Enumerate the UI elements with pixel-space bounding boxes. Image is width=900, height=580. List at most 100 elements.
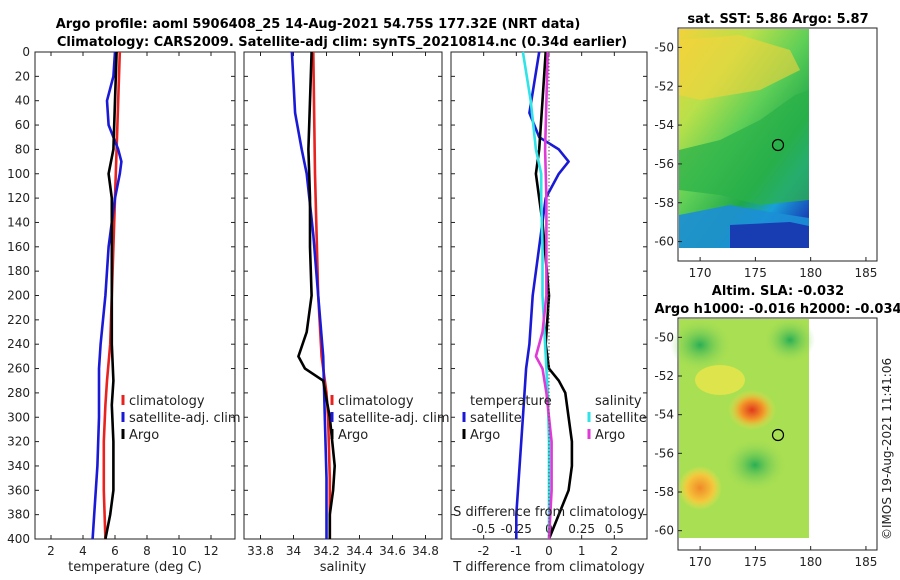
x-tick-label: 0 (545, 544, 553, 558)
map-x-tick-label: 175 (744, 555, 767, 569)
depth-tick-label: 0 (22, 45, 30, 59)
x-tick-label: 2 (611, 544, 619, 558)
legend-satellite-label: satellite-adj. clim (129, 411, 241, 426)
map-y-tick-label: -50 (654, 40, 674, 54)
depth-tick-label: 320 (7, 435, 30, 449)
figure-title-line1: Argo profile: aoml 5906408_25 14-Aug-202… (56, 17, 581, 32)
legend-argo-label: Argo (129, 428, 159, 443)
x-tick-label: -2 (478, 544, 490, 558)
sst-cold-tongue (679, 90, 809, 205)
sst-coldest (730, 222, 809, 248)
x-tick-label: 34.4 (346, 544, 373, 558)
map-x-tick-label: 185 (854, 555, 877, 569)
map-y-tick-label: -58 (654, 485, 674, 499)
map-x-tick-label: 180 (799, 266, 822, 280)
sla-high-2 (678, 466, 722, 510)
depth-tick-label: 60 (15, 118, 30, 132)
map-y-tick-label: -52 (654, 79, 674, 93)
depth-axis: 0 20 40 60 80 100 120 140 160 180 200 220 240 260 280 3… (7, 45, 647, 546)
map-y-tick-label: -60 (654, 235, 674, 249)
depth-tick-label: 220 (7, 313, 30, 327)
s-diff-tick-label: -0.5 (472, 522, 495, 536)
sla-map-image (670, 318, 815, 538)
difference-xlabel-top: S difference from climatology (453, 505, 645, 520)
sst-argo-marker (771, 138, 785, 152)
sla-low-1 (670, 320, 730, 370)
profile-series (91, 51, 574, 540)
depth-tick-label: 400 (7, 532, 30, 546)
depth-tick-label: 120 (7, 191, 30, 205)
x-tick-label: 34.2 (313, 544, 340, 558)
map-y-tick-label: -54 (654, 408, 674, 422)
legend-s-satellite-label: satellite (595, 411, 647, 426)
x-tick-label: 6 (111, 544, 119, 558)
legend-temperature-title: temperature (470, 394, 552, 409)
depth-tick-label: 160 (7, 240, 30, 254)
legend-t-argo-label: Argo (470, 428, 500, 443)
figure-title-line2: Climatology: CARS2009. Satellite-adj cli… (57, 35, 627, 50)
map-y-tick-label: -60 (654, 524, 674, 538)
sst-map-title: sat. SST: 5.86 Argo: 5.87 (687, 12, 868, 27)
sla-map-subtitle: Argo h1000: -0.016 h2000: -0.034 (654, 302, 900, 317)
map-y-tick-label: -54 (654, 118, 674, 132)
depth-tick-label: 280 (7, 386, 30, 400)
difference-legend: temperature satellite Argo salinity sate… (462, 394, 647, 443)
x-tick-label: 10 (171, 544, 186, 558)
depth-tick-label: 240 (7, 337, 30, 351)
copyright-stamp: ©IMOS 19-Aug-2021 11:41:06 (880, 358, 894, 540)
x-tick-label: -1 (510, 544, 522, 558)
sla-map-title: Altim. SLA: -0.032 (712, 284, 844, 299)
salinity-xlabel: salinity (320, 560, 367, 575)
x-tick-label: 33.8 (247, 544, 274, 558)
sla-low-2 (765, 318, 815, 362)
series-satellite-adj-clim (290, 51, 328, 539)
depth-tick-label: 20 (15, 69, 30, 83)
depth-tick-label: 300 (7, 410, 30, 424)
legend-climatology-label: climatology (338, 394, 414, 409)
x-tick-label: 34.6 (379, 544, 406, 558)
sla-low-3 (725, 440, 785, 490)
depth-tick-label: 100 (7, 167, 30, 181)
sla-argo-marker (771, 428, 785, 442)
map-y-tick-label: -56 (654, 157, 674, 171)
temperature-axes (34, 51, 236, 540)
difference-xlabel: T difference from climatology (452, 560, 645, 575)
sst-warm-north (679, 35, 800, 100)
salinity-axes (243, 51, 443, 540)
map-x-tick-label: 175 (744, 266, 767, 280)
series-salinity-argo (534, 51, 553, 540)
map-y-tick-label: -56 (654, 446, 674, 460)
map-y-tick-label: -52 (654, 369, 674, 383)
x-tick-label: 12 (203, 544, 218, 558)
map-y-tick-label: -58 (654, 196, 674, 210)
s-diff-tick-label: 0.5 (605, 522, 624, 536)
depth-tick-label: 380 (7, 508, 30, 522)
x-tick-label: 1 (578, 544, 586, 558)
depth-tick-label: 40 (15, 94, 30, 108)
legend-s-argo-label: Argo (595, 428, 625, 443)
sla-high-3 (695, 365, 745, 395)
temperature-legend: climatology satellite-adj. clim Argo (121, 394, 241, 443)
s-diff-tick-label: 0.25 (568, 522, 595, 536)
map-y-tick-label: -50 (654, 330, 674, 344)
x-axes-ticks: 2 4 6 8 10 12 33.8 34 34.2 34.4 34.6 34.8 -2 -1 0 1 2-0.… (47, 52, 624, 558)
x-tick-label: 34 (286, 544, 301, 558)
series-salinity-satellite (521, 51, 551, 539)
legend-salinity-title: salinity (595, 394, 642, 409)
legend-satellite-label: satellite-adj. clim (338, 411, 450, 426)
map-x-tick-label: 170 (689, 266, 712, 280)
legend-argo-label: Argo (338, 428, 368, 443)
depth-tick-label: 80 (15, 142, 30, 156)
salinity-legend: climatology satellite-adj. clim Argo (330, 394, 450, 443)
depth-tick-label: 260 (7, 362, 30, 376)
map-x-tick-label: 180 (799, 555, 822, 569)
legend-climatology-label: climatology (129, 394, 205, 409)
map-x-tick-label: 170 (689, 555, 712, 569)
legend-t-satellite-label: satellite (470, 411, 522, 426)
depth-tick-label: 200 (7, 289, 30, 303)
depth-tick-label: 360 (7, 483, 30, 497)
series-argo (104, 51, 118, 540)
map-x-tick-label: 185 (854, 266, 877, 280)
series-argo (297, 51, 337, 539)
